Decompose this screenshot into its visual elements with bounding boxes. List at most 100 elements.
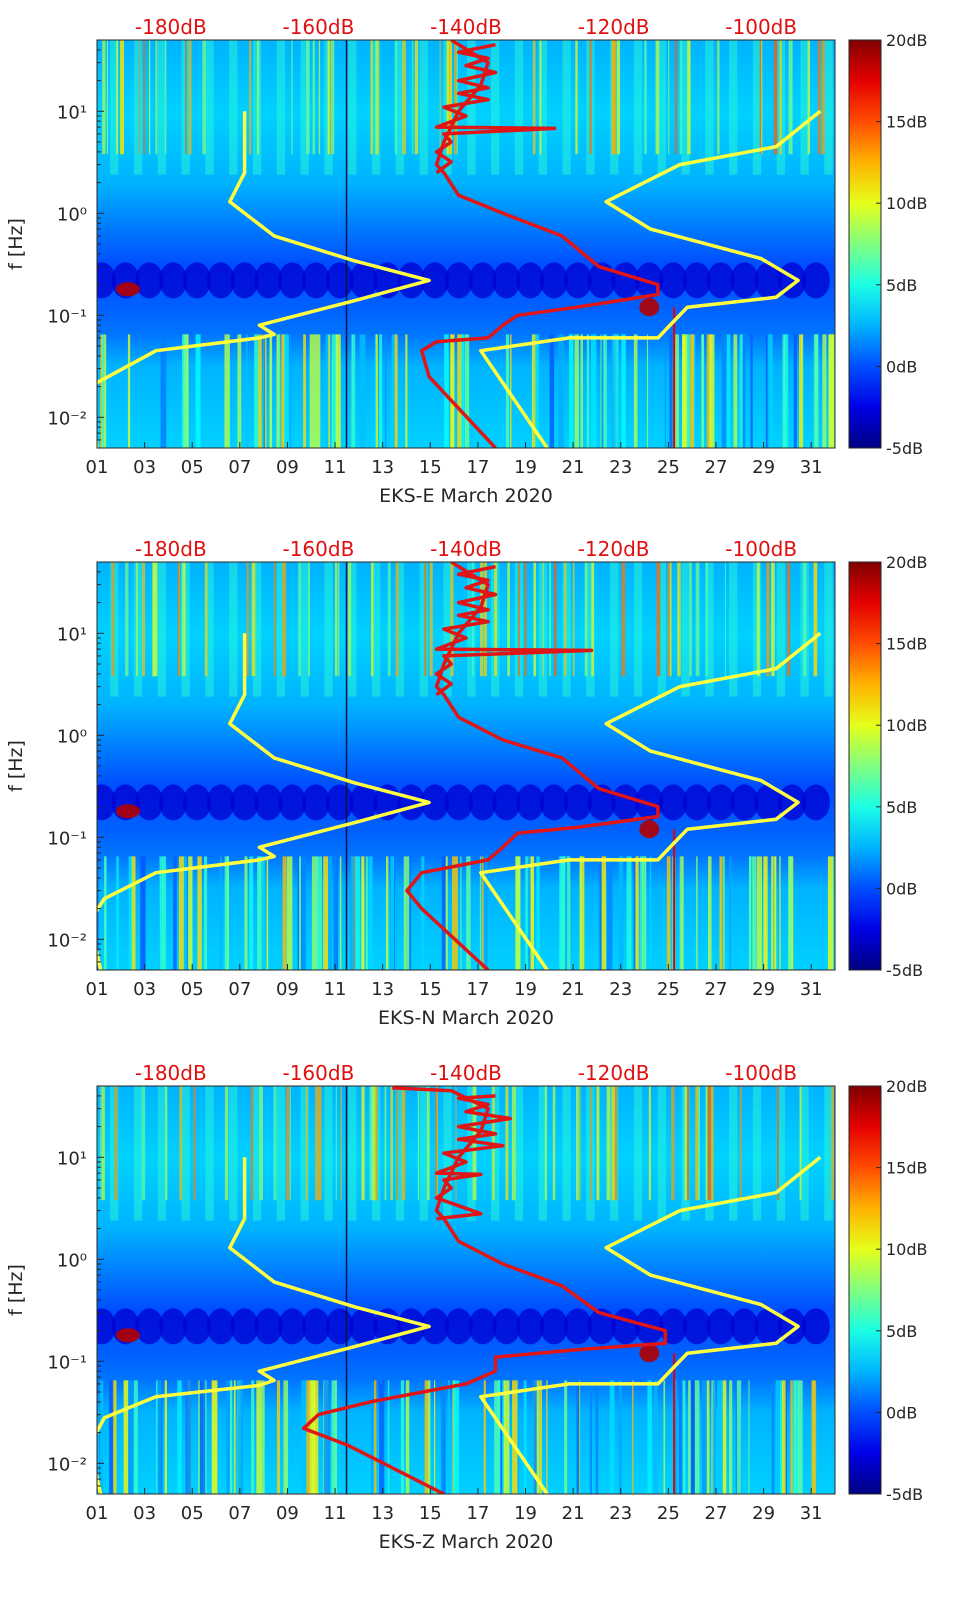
top-axis-label: -100dB xyxy=(725,15,797,39)
top-axis-label: -140dB xyxy=(430,15,502,39)
top-axis-label: -180dB xyxy=(135,15,207,39)
colorbar-tick-label: 15dB xyxy=(886,1159,928,1178)
y-axis-title: f [Hz] xyxy=(5,1264,27,1316)
y-axis-title: f [Hz] xyxy=(5,218,27,270)
spectrogram-panel-eks-n: 01 03 05 07 09 11 13 15 17 19 21 23 25 27 29 31 EKS-N Ma… xyxy=(5,537,928,1029)
colorbar-tick-label: 15dB xyxy=(886,113,928,132)
x-tick-label: 11 xyxy=(324,1503,347,1524)
x-axis-title: EKS-E March 2020 xyxy=(379,485,553,507)
top-axis-label: -180dB xyxy=(135,1061,207,1085)
colorbar-tick-label: 0dB xyxy=(886,879,917,898)
y-tick-label: 10⁻² xyxy=(47,1454,87,1475)
series-line-2 xyxy=(479,1155,822,1494)
x-tick-label: 31 xyxy=(800,979,823,1000)
x-tick-label: 31 xyxy=(800,457,823,478)
x-tick-label: 17 xyxy=(466,1503,489,1524)
colorbar-tick-label: 10dB xyxy=(886,1240,928,1259)
x-tick-label: 27 xyxy=(705,1503,728,1524)
colorbar-tick-label: 20dB xyxy=(886,1077,928,1096)
colorbar: 20dB 15dB 10dB 5dB 0dB -5dB xyxy=(848,31,928,458)
x-tick-label: 27 xyxy=(705,457,728,478)
x-tick-label: 17 xyxy=(466,979,489,1000)
top-axis-label: -140dB xyxy=(430,537,502,561)
top-axis-label: -160dB xyxy=(282,537,354,561)
colorbar-tick-label: 20dB xyxy=(886,31,928,50)
series-line-1 xyxy=(97,1157,431,1494)
x-tick-label: 21 xyxy=(562,457,585,478)
y-tick-label: 10⁰ xyxy=(57,1250,87,1271)
x-axis-title: EKS-Z March 2020 xyxy=(379,1531,554,1553)
x-tick-label: 07 xyxy=(228,457,251,478)
series-line-4 xyxy=(434,42,557,175)
y-tick-label: 10⁻² xyxy=(47,930,87,951)
spectrogram-panel-eks-e: 01 03 05 07 09 11 13 15 17 19 21 23 25 27 29 31 EKS-E Ma… xyxy=(5,15,928,507)
x-tick-label: 19 xyxy=(514,457,537,478)
top-axis-label: -120dB xyxy=(578,15,650,39)
colorbar-tick-label: 20dB xyxy=(886,553,928,572)
x-tick-label: 19 xyxy=(514,979,537,1000)
x-tick-label: 27 xyxy=(705,979,728,1000)
y-axis-title: f [Hz] xyxy=(5,740,27,792)
x-tick-label: 03 xyxy=(133,457,156,478)
x-tick-label: 13 xyxy=(371,1503,394,1524)
top-axis-label: -120dB xyxy=(578,1061,650,1085)
x-tick-label: 21 xyxy=(562,1503,585,1524)
x-tick-label: 11 xyxy=(324,457,347,478)
series-line-1 xyxy=(97,633,431,970)
colorbar-tick-label: 0dB xyxy=(886,1403,917,1422)
colorbar-tick-label: -5dB xyxy=(886,961,923,980)
x-tick-label: 13 xyxy=(371,457,394,478)
x-tick-label: 01 xyxy=(86,979,109,1000)
x-axis-title: EKS-N March 2020 xyxy=(378,1007,554,1029)
series-line-4 xyxy=(434,1094,513,1221)
x-tick-label: 09 xyxy=(276,979,299,1000)
x-tick-label: 03 xyxy=(133,979,156,1000)
top-axis-label: -100dB xyxy=(725,537,797,561)
x-tick-label: 03 xyxy=(133,1503,156,1524)
spectrogram-image xyxy=(97,562,835,970)
series-line-2 xyxy=(479,109,822,448)
x-tick-label: 15 xyxy=(419,1503,442,1524)
x-tick-label: 31 xyxy=(800,1503,823,1524)
colorbar-tick-label: 10dB xyxy=(886,194,928,213)
spectrogram-image xyxy=(97,1086,835,1494)
x-tick-label: 23 xyxy=(609,1503,632,1524)
x-tick-label: 25 xyxy=(657,979,680,1000)
y-tick-label: 10⁰ xyxy=(57,204,87,225)
y-tick-label: 10⁻¹ xyxy=(47,1352,87,1373)
x-tick-label: 05 xyxy=(181,979,204,1000)
top-axis-label: -160dB xyxy=(282,1061,354,1085)
top-axis-label: -180dB xyxy=(135,537,207,561)
x-tick-label: 15 xyxy=(419,979,442,1000)
y-tick-label: 10¹ xyxy=(57,1148,87,1169)
colorbar-tick-label: 15dB xyxy=(886,635,928,654)
colorbar-tick-label: 10dB xyxy=(886,716,928,735)
colorbar-tick-label: 5dB xyxy=(886,276,917,295)
x-tick-label: 23 xyxy=(609,457,632,478)
series-line-2 xyxy=(479,631,822,970)
y-tick-label: 10¹ xyxy=(57,624,87,645)
x-tick-label: 01 xyxy=(86,1503,109,1524)
x-tick-label: 29 xyxy=(752,1503,775,1524)
x-tick-label: 17 xyxy=(466,457,489,478)
x-tick-label: 25 xyxy=(657,457,680,478)
x-tick-label: 07 xyxy=(228,1503,251,1524)
x-tick-label: 01 xyxy=(86,457,109,478)
x-tick-label: 09 xyxy=(276,457,299,478)
colorbar: 20dB 15dB 10dB 5dB 0dB -5dB xyxy=(848,553,928,980)
top-axis-label: -100dB xyxy=(725,1061,797,1085)
colorbar-tick-label: -5dB xyxy=(886,439,923,458)
top-axis-label: -160dB xyxy=(282,15,354,39)
y-tick-label: 10⁻¹ xyxy=(47,306,87,327)
x-tick-label: 29 xyxy=(752,979,775,1000)
series-line-4 xyxy=(434,564,594,697)
x-tick-label: 05 xyxy=(181,1503,204,1524)
y-tick-label: 10¹ xyxy=(57,102,87,123)
x-tick-label: 07 xyxy=(228,979,251,1000)
colorbar-tick-label: 0dB xyxy=(886,357,917,376)
x-tick-label: 21 xyxy=(562,979,585,1000)
x-tick-label: 25 xyxy=(657,1503,680,1524)
series-line-1 xyxy=(97,111,431,448)
x-tick-label: 29 xyxy=(752,457,775,478)
